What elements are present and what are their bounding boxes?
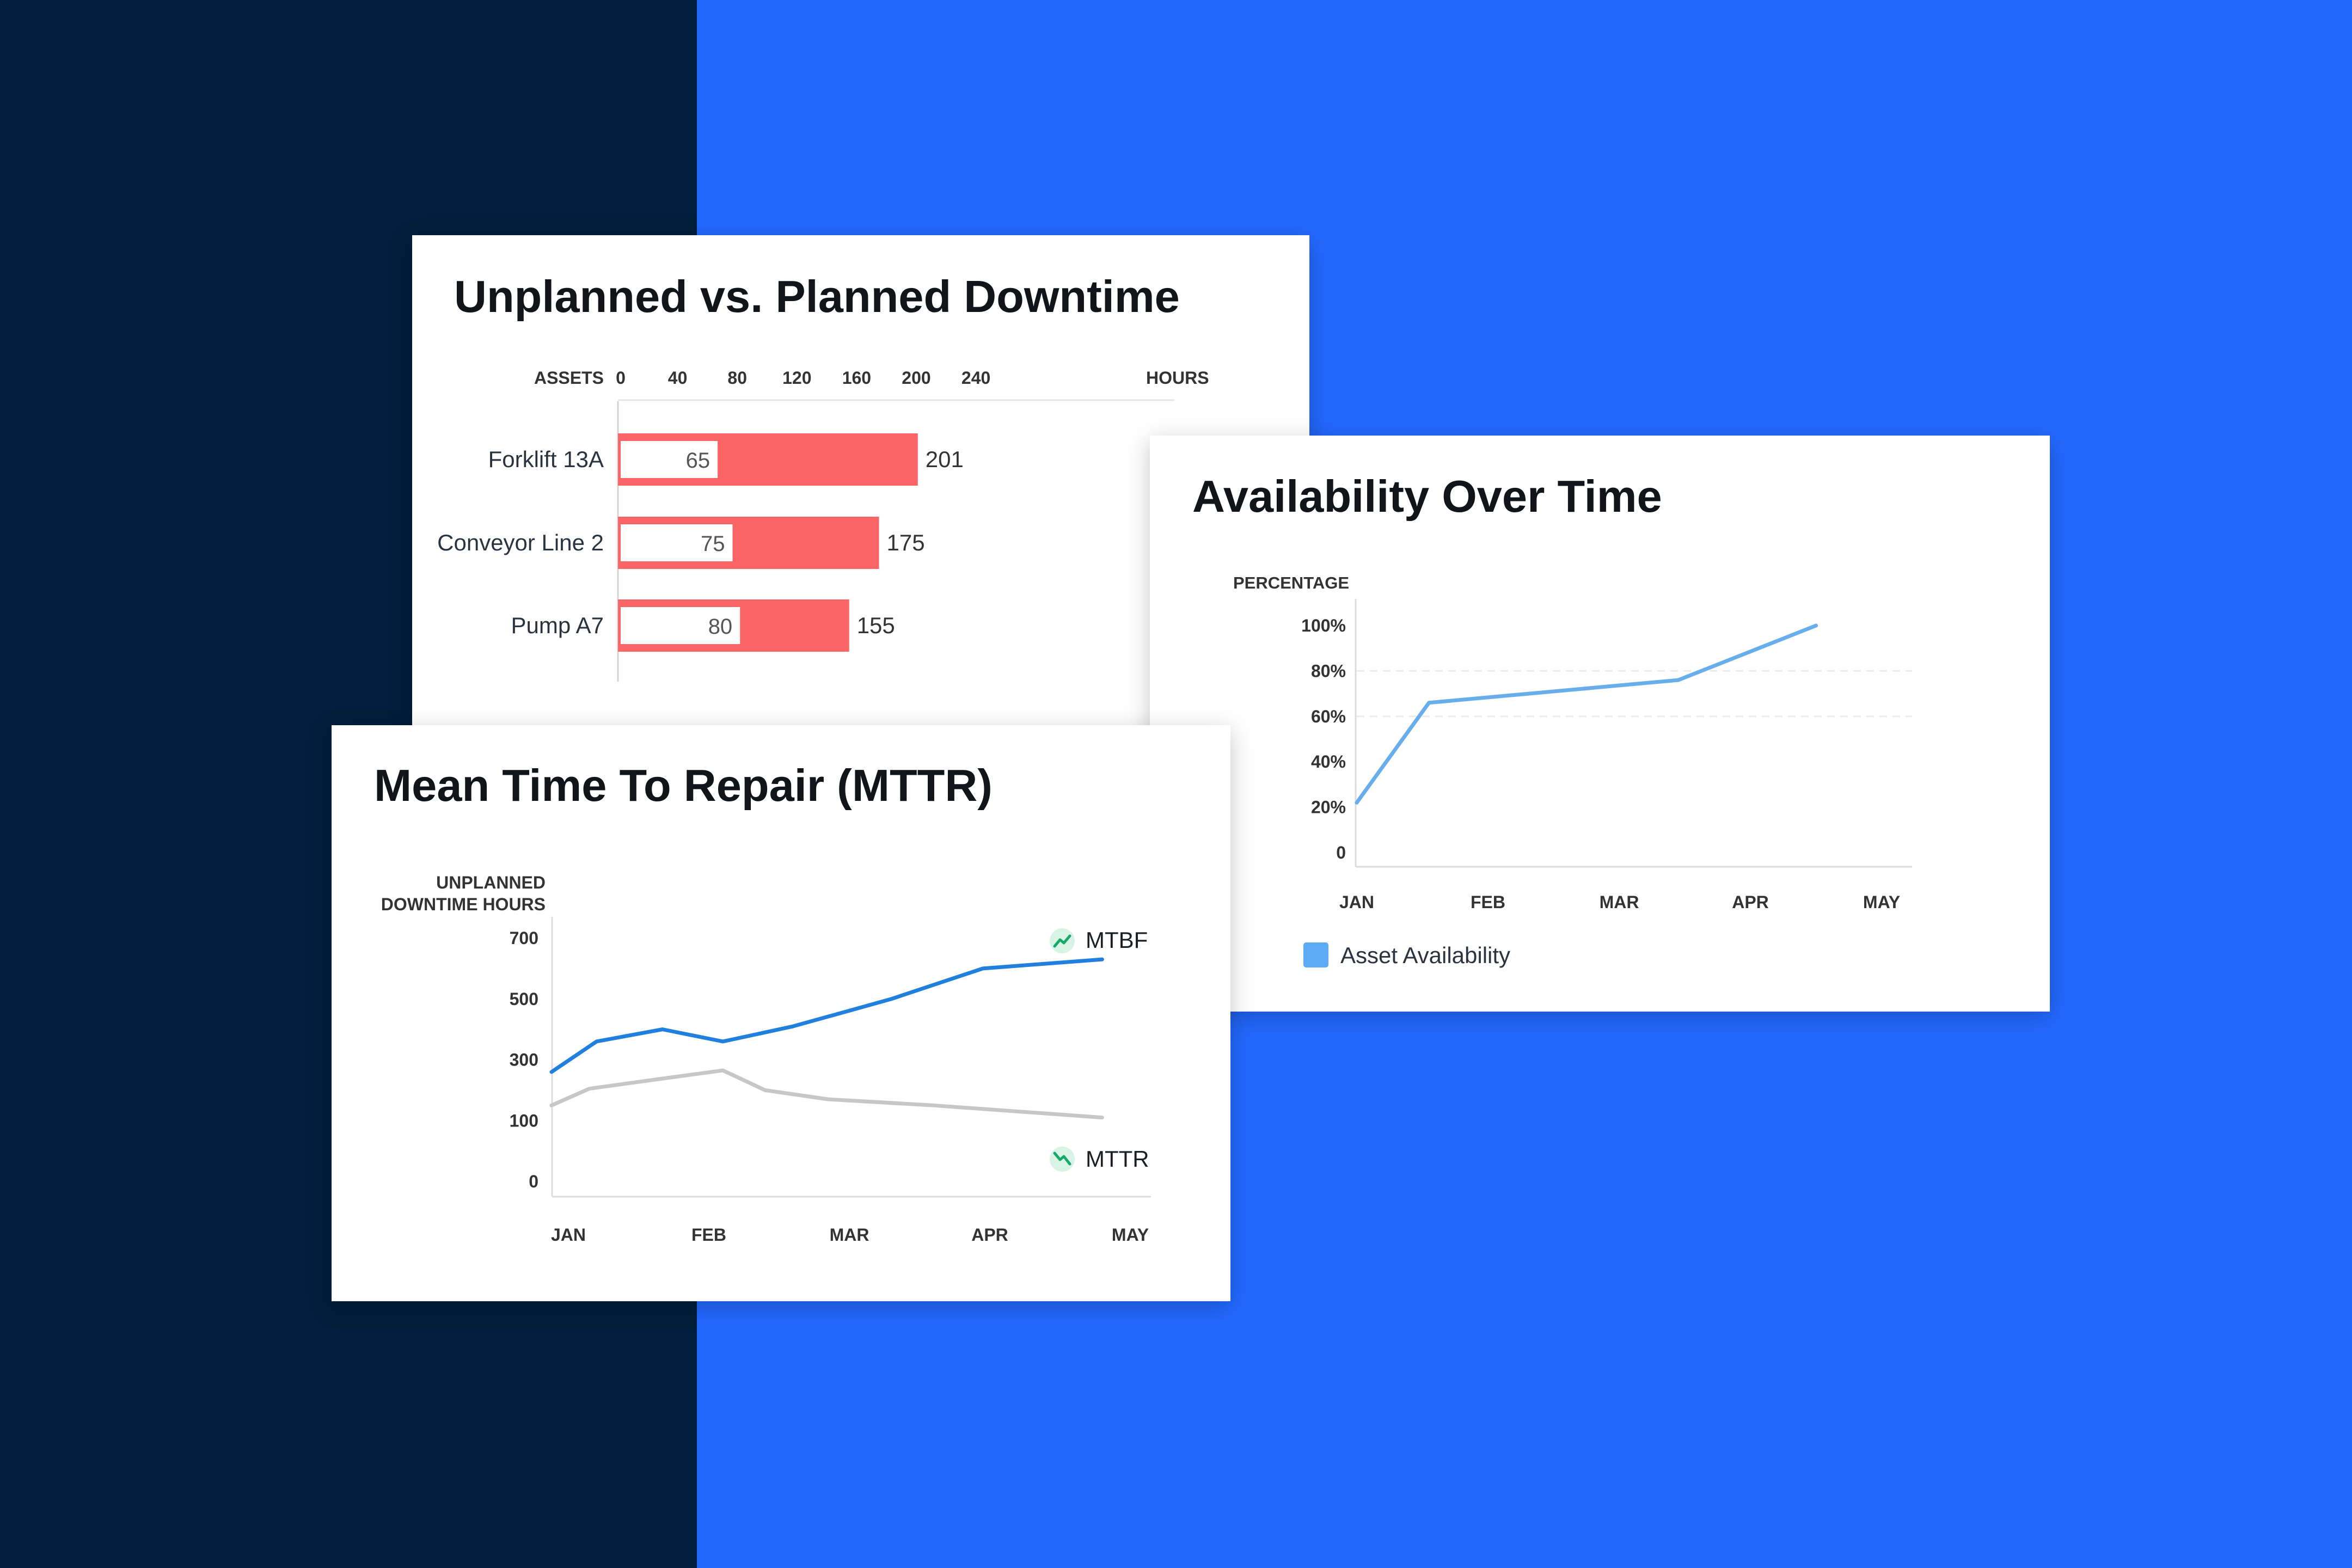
downtime-x-axis-label: HOURS [1146, 368, 1209, 388]
availability-y-tick: 100% [1301, 616, 1346, 635]
availability-y-tick: 0 [1336, 843, 1346, 862]
trend-up-icon-glyph [1053, 934, 1071, 948]
availability-x-tick: FEB [1471, 892, 1505, 912]
availability-legend-swatch [1303, 942, 1328, 967]
mttr-x-tick: APR [971, 1225, 1008, 1245]
mttr-series-line-mtbf [549, 957, 1104, 1074]
availability-y-tick: 20% [1311, 798, 1346, 817]
availability-y-axis-label: PERCENTAGE [1233, 573, 1349, 592]
mttr-legend-mtbf: MTBF [1086, 927, 1148, 953]
downtime-category-label: Forklift 13A [488, 446, 604, 472]
trend-down-icon-glyph [1053, 1152, 1071, 1166]
mttr-y-tick: 700 [510, 928, 538, 948]
mttr-y-axis-label-line1: UNPLANNED [436, 873, 546, 892]
downtime-x-tick: 240 [961, 368, 990, 388]
downtime-title: Unplanned vs. Planned Downtime [454, 271, 1180, 322]
availability-chart: PERCENTAGE 0 20% 40% 60% 80% 100% JAN FEB MAR APR M… [1151, 573, 1912, 968]
downtime-x-tick: 160 [842, 368, 871, 388]
downtime-chart: ASSETS 0 40 80 120 160 200 240 HOURS Forklift 13A… [437, 368, 1209, 682]
mttr-x-tick: MAR [830, 1225, 869, 1245]
availability-y-tick: 80% [1311, 661, 1346, 681]
downtime-x-tick: 200 [902, 368, 930, 388]
downtime-unplanned-value: 155 [857, 612, 895, 638]
availability-card: Availability Over Time PERCENTAGE 0 20% 40%… [1150, 436, 2050, 1012]
availability-y-tick: 60% [1311, 707, 1346, 726]
downtime-planned-bar [621, 607, 740, 644]
downtime-planned-value: 65 [686, 449, 710, 473]
mttr-y-axis-label-line2: DOWNTIME HOURS [381, 895, 546, 914]
downtime-planned-bar [621, 441, 718, 478]
availability-x-tick: MAR [1600, 892, 1639, 912]
mttr-x-tick: JAN [551, 1225, 586, 1245]
downtime-unplanned-value: 201 [926, 446, 964, 472]
mttr-title: Mean Time To Repair (MTTR) [374, 760, 993, 811]
mttr-card: Mean Time To Repair (MTTR) UNPLANNED DOWN… [332, 725, 1230, 1301]
downtime-planned-value: 75 [701, 532, 725, 556]
mttr-legend-mttr: MTTR [1086, 1146, 1149, 1172]
downtime-planned-bar [621, 524, 733, 561]
downtime-planned-value: 80 [708, 615, 733, 639]
downtime-y-axis-label: ASSETS [534, 368, 604, 388]
mttr-x-tick: MAY [1112, 1225, 1149, 1245]
availability-x-tick: MAY [1863, 892, 1900, 912]
mttr-y-tick: 100 [510, 1111, 538, 1130]
downtime-x-tick: 120 [782, 368, 811, 388]
downtime-unplanned-value: 175 [887, 530, 925, 555]
downtime-category-label: Conveyor Line 2 [437, 530, 604, 555]
availability-title: Availability Over Time [1192, 471, 1662, 522]
mttr-x-tick: FEB [691, 1225, 726, 1245]
availability-series-line [1355, 623, 1818, 805]
availability-y-tick: 40% [1311, 752, 1346, 771]
mttr-y-tick: 300 [510, 1050, 538, 1070]
downtime-x-tick: 40 [668, 368, 688, 388]
mttr-y-tick: 500 [510, 989, 538, 1009]
mttr-chart: UNPLANNED DOWNTIME HOURS 0 100 300 500 700 JAN F… [381, 873, 1151, 1245]
downtime-category-label: Pump A7 [511, 612, 604, 638]
availability-legend-label: Asset Availability [1340, 942, 1510, 968]
downtime-x-tick: 80 [727, 368, 747, 388]
availability-x-tick: APR [1732, 892, 1769, 912]
mttr-y-tick: 0 [529, 1172, 538, 1191]
mttr-series-line-mttr [549, 1068, 1104, 1120]
downtime-x-tick: 0 [616, 368, 626, 388]
availability-x-tick: JAN [1339, 892, 1374, 912]
